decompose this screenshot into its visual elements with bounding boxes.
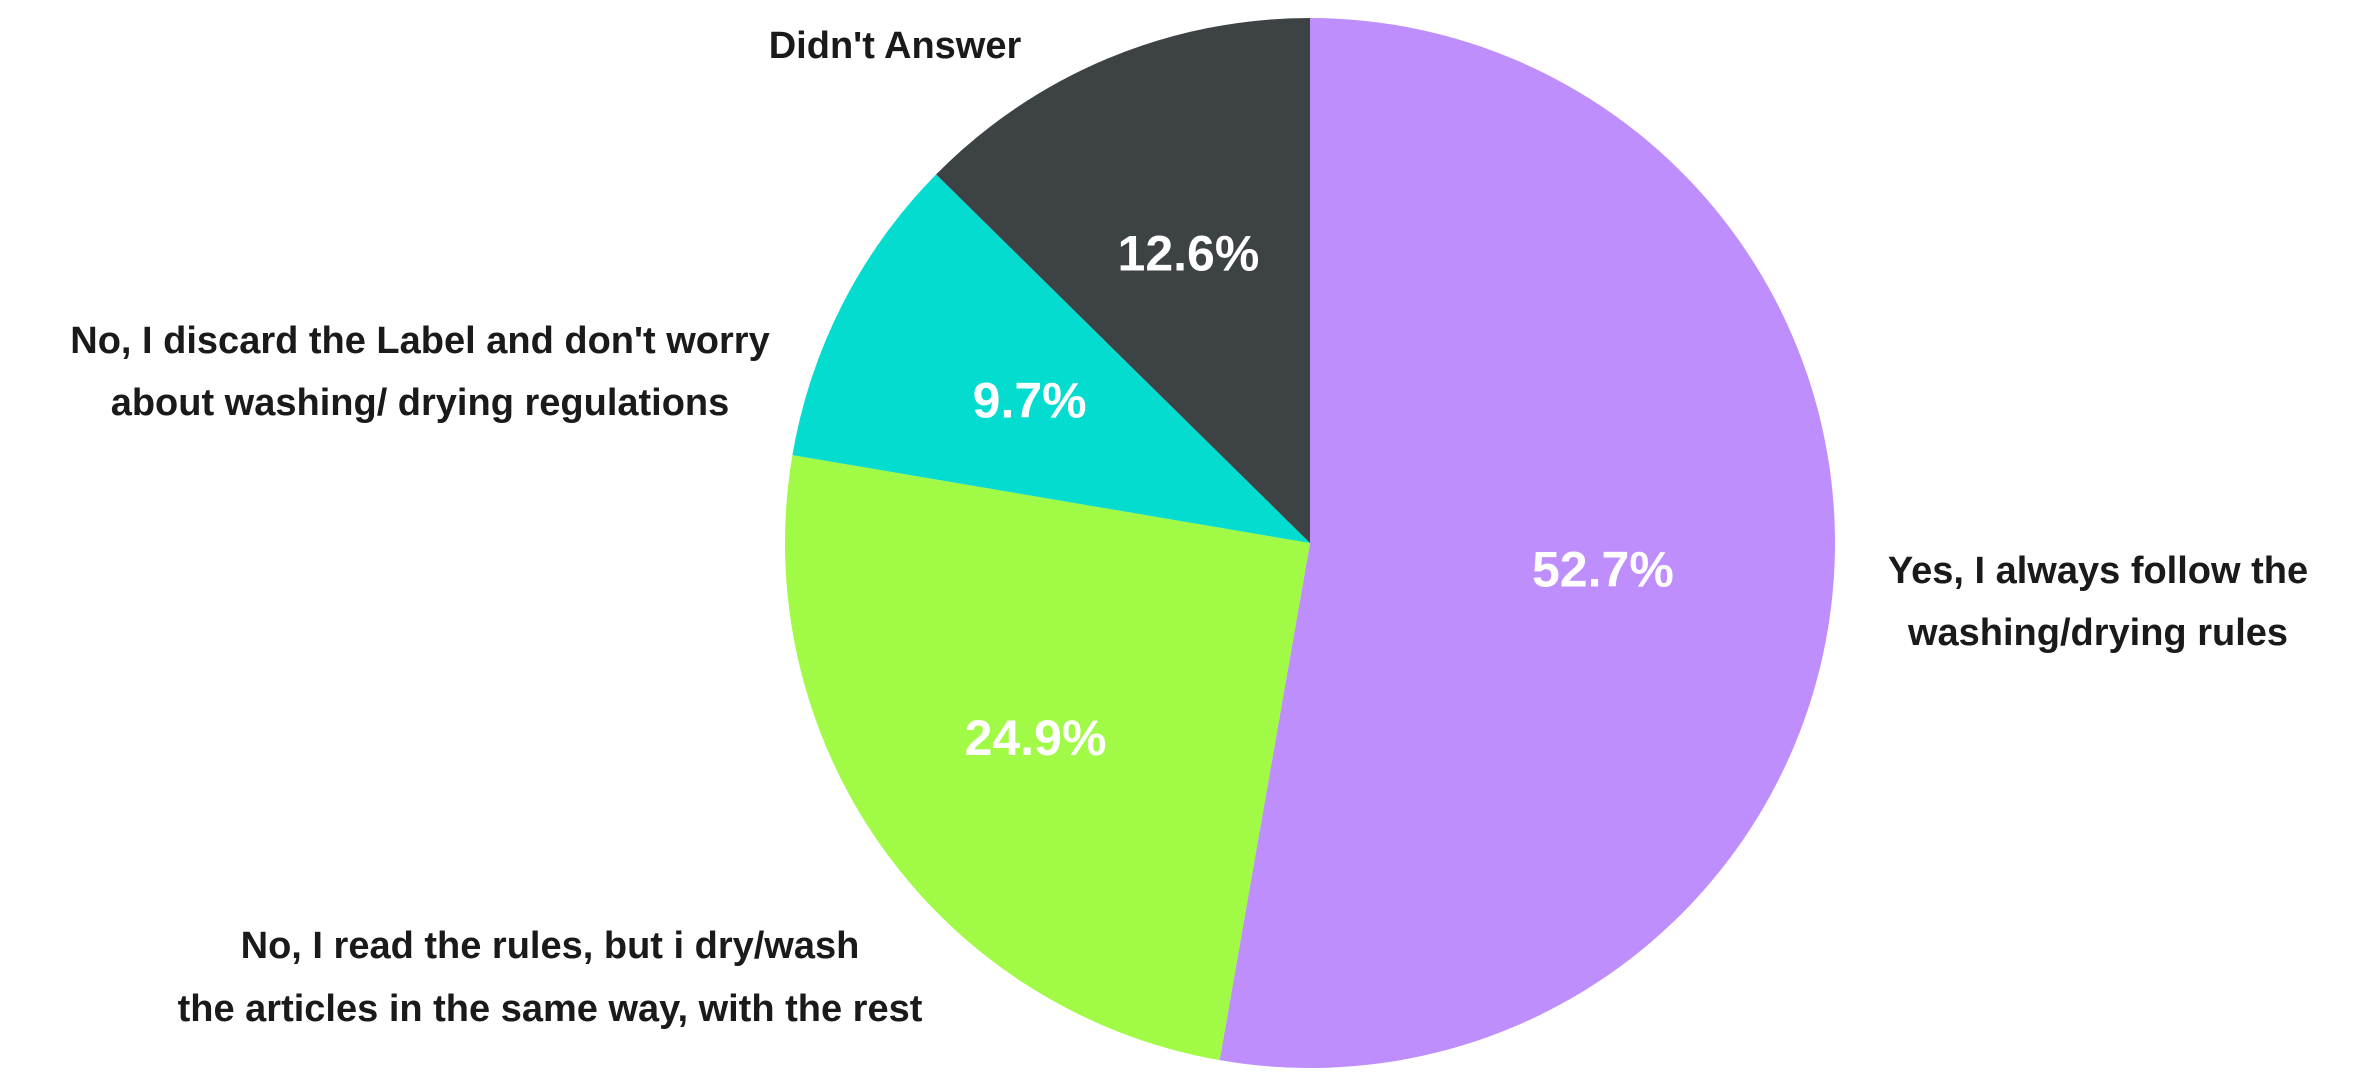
slice-value-label: 24.9% — [965, 710, 1107, 766]
slice-category-label-line: No, I read the rules, but i dry/wash — [241, 925, 860, 967]
slice-value-label: 12.6% — [1118, 225, 1260, 281]
slice-value-labels: 52.7% 24.9% 9.7% 12.6% — [965, 225, 1674, 765]
slice-category-label-line: Didn't Answer — [769, 25, 1022, 67]
slice-category-label: No, I read the rules, but i dry/wash the … — [178, 925, 923, 1030]
pie-slice — [785, 455, 1310, 1061]
slice-category-label-line: washing/drying rules — [1907, 612, 2288, 654]
slice-value-label: 9.7% — [973, 372, 1087, 428]
slice-category-label: Yes, I always follow the washing/drying r… — [1888, 550, 2308, 654]
slice-category-label-line: Yes, I always follow the — [1888, 550, 2308, 592]
slice-category-label-line: the articles in the same way, with the r… — [178, 988, 923, 1030]
slice-category-label: No, I discard the Label and don't worry a… — [70, 320, 769, 424]
slice-category-label: Didn't Answer — [769, 25, 1022, 67]
slice-category-label-line: No, I discard the Label and don't worry — [70, 320, 769, 362]
pie-slice — [936, 18, 1310, 543]
category-labels: Yes, I always follow the washing/drying r… — [70, 25, 2308, 1030]
pie-slice — [1219, 18, 1835, 1068]
pie-slices — [785, 18, 1835, 1068]
slice-value-label: 52.7% — [1532, 541, 1674, 597]
pie-slice — [792, 174, 1310, 544]
slice-category-label-line: about washing/ drying regulations — [111, 382, 730, 424]
